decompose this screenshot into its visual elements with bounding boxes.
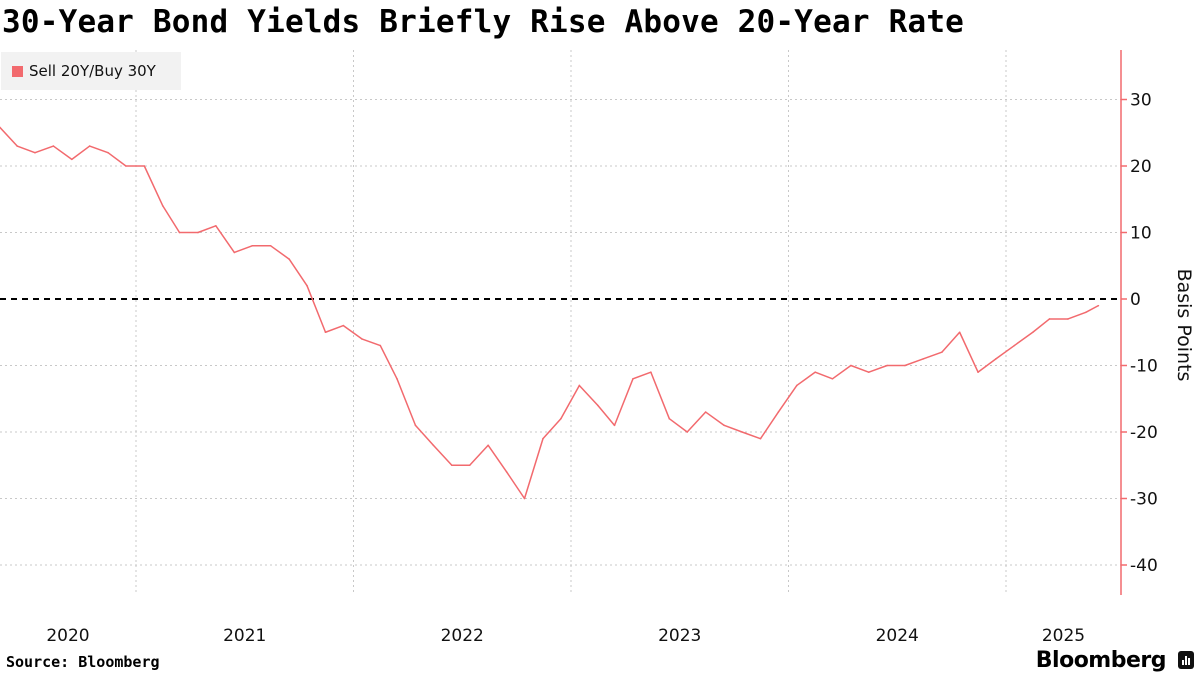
data-point xyxy=(668,417,671,420)
data-point xyxy=(396,378,398,380)
data-point xyxy=(886,364,888,367)
data-point xyxy=(71,158,73,161)
series-line xyxy=(0,126,1099,500)
data-point xyxy=(324,331,327,334)
data-point xyxy=(269,245,272,247)
data-point xyxy=(125,165,127,167)
x-tick-label: 2025 xyxy=(1042,626,1085,646)
data-point xyxy=(1032,331,1034,334)
data-point xyxy=(16,145,18,147)
y-tick-label: -30 xyxy=(1130,490,1158,510)
data-point xyxy=(487,444,489,447)
y-tick-label: -10 xyxy=(1130,357,1158,377)
x-tick-label: 2024 xyxy=(876,626,919,646)
y-tick-label: 0 xyxy=(1130,290,1141,310)
data-point xyxy=(867,371,870,373)
data-point xyxy=(1013,344,1016,347)
data-point xyxy=(251,245,253,247)
data-point xyxy=(542,437,544,440)
data-point xyxy=(578,384,581,387)
data-point xyxy=(1085,311,1087,314)
data-point xyxy=(361,338,363,340)
y-tick-label: 10 xyxy=(1130,224,1152,244)
data-point xyxy=(451,464,453,467)
x-tick-label: 2023 xyxy=(658,626,701,646)
data-point xyxy=(523,497,526,500)
data-point xyxy=(432,444,435,447)
data-point xyxy=(759,437,762,440)
data-point xyxy=(107,151,109,154)
data-point xyxy=(178,231,181,234)
bloomberg-chart-icon xyxy=(1178,651,1194,669)
data-point xyxy=(468,464,471,467)
data-point xyxy=(904,364,906,367)
data-point xyxy=(1067,318,1069,320)
data-point xyxy=(197,231,199,234)
legend: Sell 20Y/Buy 30Y xyxy=(1,52,181,90)
data-point xyxy=(560,417,562,420)
data-point xyxy=(741,431,743,433)
data-point xyxy=(143,165,146,167)
data-point xyxy=(977,371,979,373)
x-tick-label: 2021 xyxy=(223,626,266,646)
data-point xyxy=(777,411,780,413)
data-point xyxy=(215,225,217,227)
y-tick-label: -40 xyxy=(1130,556,1158,576)
data-point xyxy=(814,371,817,373)
y-tick-label: -20 xyxy=(1130,423,1158,443)
data-point xyxy=(505,471,508,473)
data-point xyxy=(414,424,417,427)
data-point xyxy=(162,205,164,207)
data-point xyxy=(52,145,55,147)
data-point xyxy=(288,258,290,260)
data-point xyxy=(233,251,236,254)
data-point xyxy=(1097,304,1100,307)
data-point xyxy=(850,364,852,367)
data-point xyxy=(831,378,834,380)
data-point xyxy=(704,411,707,413)
data-point xyxy=(379,344,382,347)
legend-swatch xyxy=(12,65,23,77)
data-point xyxy=(958,331,961,334)
data-point xyxy=(597,404,599,407)
chart-title: 30-Year Bond Yields Briefly Rise Above 2… xyxy=(2,4,965,40)
data-point xyxy=(34,151,36,154)
x-tick-label: 2022 xyxy=(441,626,484,646)
data-point xyxy=(88,145,91,147)
data-point xyxy=(650,371,652,373)
data-point xyxy=(613,424,616,427)
brand-logo: Bloomberg xyxy=(1035,648,1167,673)
data-point xyxy=(1048,318,1051,320)
data-point xyxy=(922,358,925,360)
y-tick-label: 20 xyxy=(1130,157,1152,177)
data-point xyxy=(995,358,997,360)
data-point xyxy=(941,351,943,354)
y-tick-label: 30 xyxy=(1130,91,1152,111)
source-note: Source: Bloomberg xyxy=(6,653,160,671)
data-point xyxy=(306,284,308,287)
data-point xyxy=(686,431,688,433)
y-axis-label: Basis Points xyxy=(1173,269,1195,382)
x-tick-label: 2020 xyxy=(46,626,89,646)
data-point xyxy=(796,384,798,387)
data-point xyxy=(342,324,345,327)
data-point xyxy=(723,424,725,427)
legend-label: Sell 20Y/Buy 30Y xyxy=(29,62,156,80)
data-point xyxy=(632,378,634,380)
